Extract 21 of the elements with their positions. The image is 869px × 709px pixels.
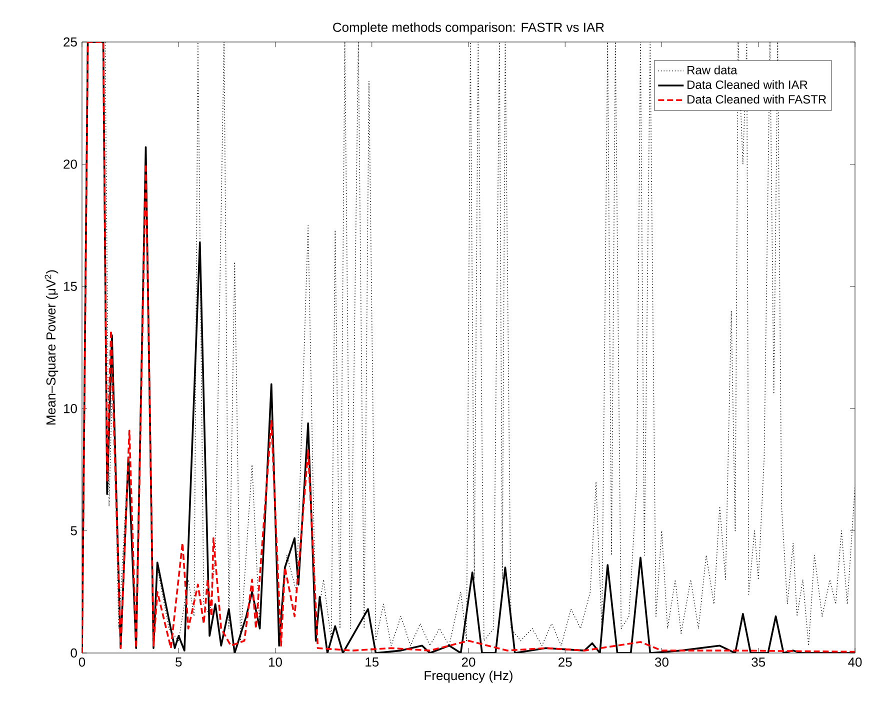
x-tick-label: 10 [269, 658, 282, 667]
y-tick-label: 10 [64, 404, 77, 414]
y-tick-label: 15 [64, 282, 77, 291]
x-tick-label: 0 [78, 658, 86, 667]
legend-label: Data Cleaned with IAR [688, 80, 808, 89]
y-tick-label: 0 [70, 648, 77, 658]
x-tick-label: 40 [848, 658, 862, 667]
legend-label: Raw data [688, 66, 738, 74]
x-tick-label: 30 [655, 658, 668, 667]
y-tick-label: 25 [64, 37, 77, 47]
x-tick-label: 35 [752, 658, 766, 667]
x-tick-label: 15 [366, 658, 379, 667]
x-tick-label: 25 [558, 658, 572, 667]
chart-title: Complete methods comparison: FASTR vs IAR [333, 22, 604, 34]
y-tick-label: 20 [64, 160, 77, 169]
x-tick-label: 5 [176, 658, 182, 667]
y-axis-title: Mean–Square Power (μV$^{2}$) [44, 270, 58, 424]
legend-label: Data Cleaned with FASTR [688, 94, 826, 104]
x-tick-label: 20 [462, 658, 476, 667]
y-tick-label: 5 [70, 526, 77, 536]
x-axis-title: Frequency (Hz) [424, 670, 512, 683]
